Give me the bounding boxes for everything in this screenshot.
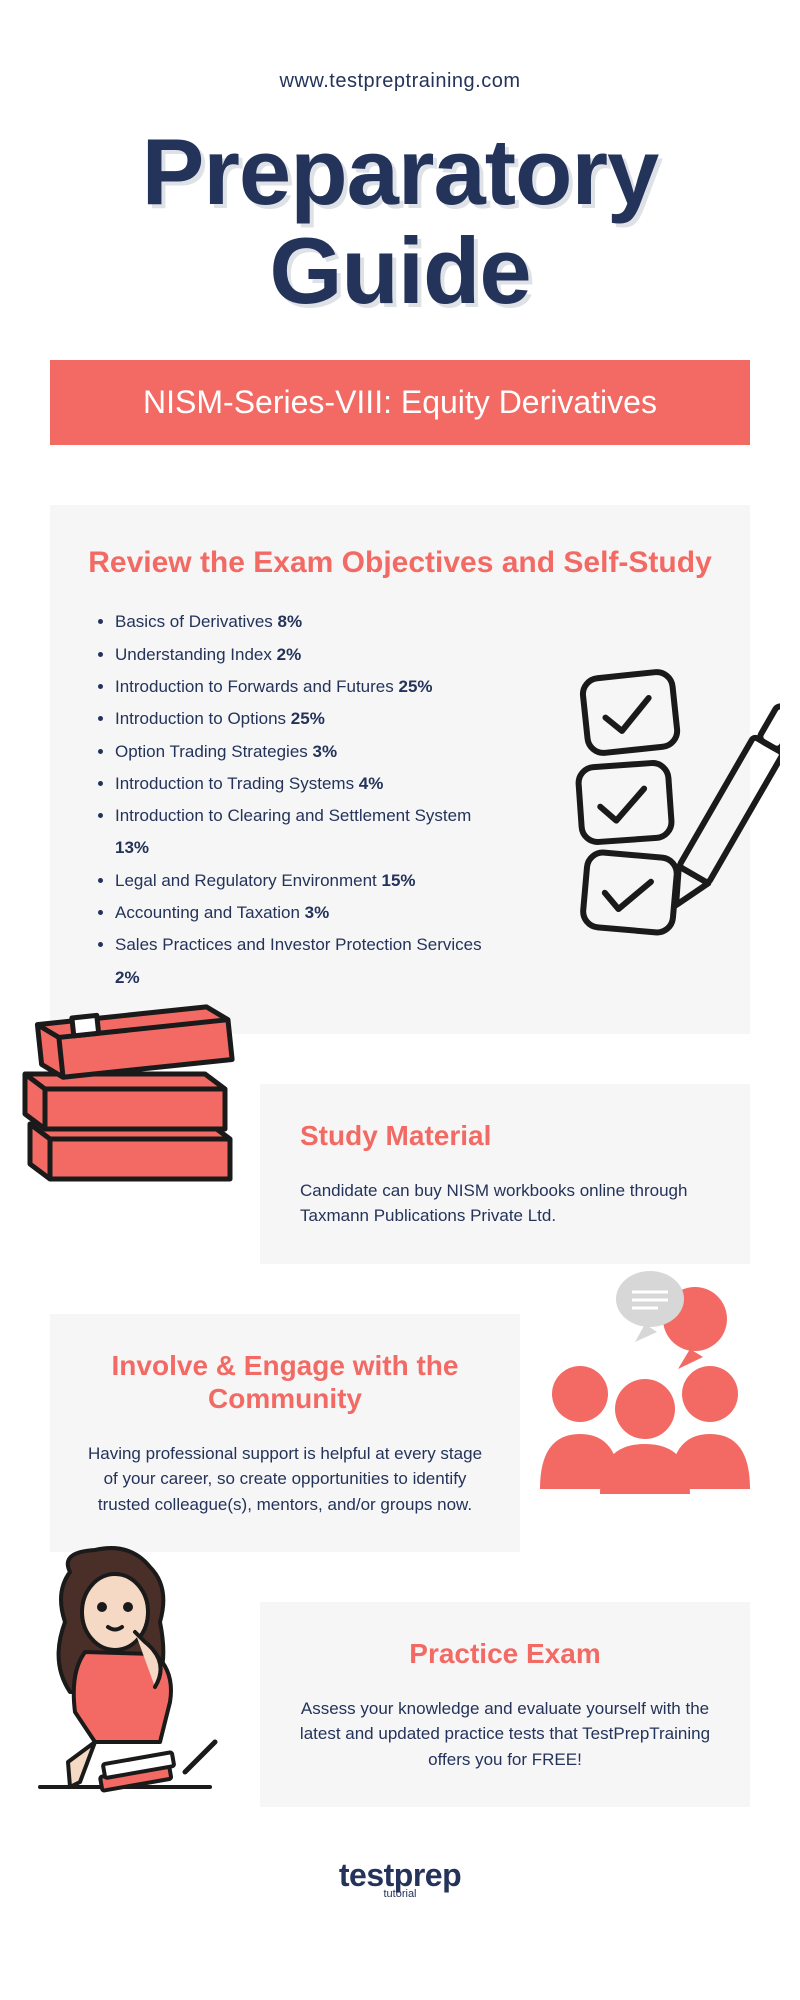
objective-item: Introduction to Trading Systems 4%	[115, 768, 495, 800]
people-chat-icon	[520, 1264, 770, 1494]
study-material-body: Candidate can buy NISM workbooks online …	[300, 1178, 710, 1229]
objective-item: Introduction to Forwards and Futures 25%	[115, 671, 495, 703]
checklist-pen-icon	[560, 665, 780, 945]
objective-item: Understanding Index 2%	[115, 639, 495, 671]
objective-item: Option Trading Strategies 3%	[115, 736, 495, 768]
objective-item: Accounting and Taxation 3%	[115, 897, 495, 929]
section-community: Involve & Engage with the Community Havi…	[50, 1314, 520, 1553]
website-url: www.testpreptraining.com	[50, 70, 750, 93]
objective-item: Sales Practices and Investor Protection …	[115, 929, 495, 994]
subtitle-banner: NISM-Series-VIII: Equity Derivatives	[50, 360, 750, 445]
objective-item: Basics of Derivatives 8%	[115, 606, 495, 638]
section-objectives: Review the Exam Objectives and Self-Stud…	[50, 505, 750, 1034]
student-studying-icon	[20, 1542, 260, 1822]
objective-item: Introduction to Options 25%	[115, 703, 495, 735]
community-body: Having professional support is helpful a…	[80, 1441, 490, 1518]
objectives-list: Basics of Derivatives 8%Understanding In…	[85, 606, 495, 994]
page-container: www.testpreptraining.com Preparatory Gui…	[0, 0, 800, 1940]
section-study-material: Study Material Candidate can buy NISM wo…	[260, 1084, 750, 1264]
books-icon	[10, 994, 250, 1204]
footer-logo: testprep tutorial	[50, 1857, 750, 1900]
study-material-title: Study Material	[300, 1119, 710, 1153]
community-title: Involve & Engage with the Community	[80, 1349, 490, 1416]
practice-title: Practice Exam	[290, 1637, 720, 1671]
objective-item: Legal and Regulatory Environment 15%	[115, 865, 495, 897]
objectives-title: Review the Exam Objectives and Self-Stud…	[85, 545, 715, 581]
practice-body: Assess your knowledge and evaluate yours…	[290, 1696, 720, 1773]
main-title: Preparatory Guide	[50, 123, 750, 320]
section-practice: Practice Exam Assess your knowledge and …	[260, 1602, 750, 1807]
footer-sub: tutorial	[50, 1888, 750, 1900]
objective-item: Introduction to Clearing and Settlement …	[115, 800, 495, 865]
